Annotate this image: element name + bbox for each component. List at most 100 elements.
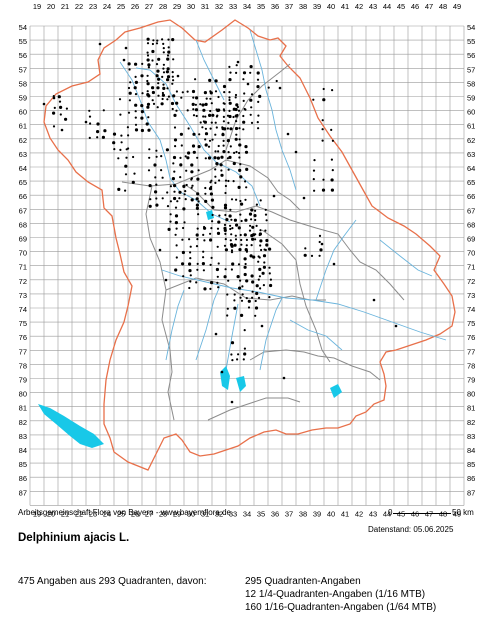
column-label-top: 38 xyxy=(299,2,307,11)
occurrence-dot xyxy=(240,219,243,223)
occurrence-dot xyxy=(247,306,251,309)
column-label-bottom: 42 xyxy=(355,509,363,518)
occurrence-dot xyxy=(227,121,230,124)
occurrence-dot xyxy=(211,138,214,141)
occurrence-dot xyxy=(174,214,179,218)
occurrence-dot xyxy=(192,150,196,154)
occurrence-dot xyxy=(215,267,219,272)
occurrence-dot xyxy=(239,175,243,179)
occurrence-dot xyxy=(245,297,248,300)
column-label-top: 46 xyxy=(411,2,419,11)
occurrence-dot xyxy=(250,121,254,124)
occurrence-dot xyxy=(184,198,187,201)
occurrence-dot xyxy=(218,214,221,217)
occurrence-dot xyxy=(236,60,240,64)
occurrence-dot xyxy=(140,110,144,114)
occurrence-dot xyxy=(265,243,269,247)
occurrence-dot xyxy=(252,255,256,259)
occurrence-dot xyxy=(245,167,249,171)
occurrence-dot xyxy=(96,136,99,139)
occurrence-dot xyxy=(235,71,238,74)
occurrence-dot xyxy=(268,272,271,275)
occurrence-dot xyxy=(195,96,199,100)
column-label-top: 22 xyxy=(75,2,83,11)
occurrence-dot xyxy=(175,227,178,230)
column-label-bottom: 24 xyxy=(103,509,111,518)
occurrence-dot xyxy=(318,254,321,257)
occurrence-dot xyxy=(249,254,253,258)
occurrence-dot xyxy=(154,190,158,194)
occurrence-dot xyxy=(174,145,177,148)
row-label-left: 59 xyxy=(19,94,27,103)
occurrence-dot xyxy=(141,92,144,95)
occurrence-dot xyxy=(228,91,231,94)
occurrence-dot xyxy=(238,138,241,141)
occurrence-dot xyxy=(184,190,187,193)
occurrence-dot xyxy=(238,248,242,252)
row-label-right: 83 xyxy=(467,432,475,441)
row-label-left: 83 xyxy=(19,432,27,441)
occurrence-dot xyxy=(191,184,194,187)
column-label-top: 25 xyxy=(117,2,125,11)
column-label-bottom: 34 xyxy=(243,509,251,518)
occurrence-dot xyxy=(215,108,218,111)
occurrence-dot xyxy=(162,47,165,50)
column-label-bottom: 38 xyxy=(299,509,307,518)
occurrence-dot xyxy=(171,71,174,74)
occurrence-dot xyxy=(195,281,198,284)
occurrence-dot xyxy=(172,58,175,61)
occurrence-dot xyxy=(227,179,230,183)
occurrence-dot xyxy=(255,291,259,296)
occurrence-dot xyxy=(155,149,158,152)
occurrence-dot xyxy=(255,284,259,288)
occurrence-dot xyxy=(173,113,177,117)
occurrence-dot xyxy=(242,120,246,124)
occurrence-dot xyxy=(112,132,117,136)
row-label-right: 79 xyxy=(467,376,475,385)
occurrence-dot xyxy=(241,285,244,288)
occurrence-dot xyxy=(282,376,286,380)
occurrence-dot xyxy=(162,86,166,90)
occurrence-dot xyxy=(294,150,298,154)
occurrence-dot xyxy=(229,127,232,130)
occurrence-dot xyxy=(157,94,160,97)
occurrence-dot xyxy=(234,137,238,141)
occurrence-dot xyxy=(195,233,199,237)
occurrence-dot xyxy=(119,113,122,116)
occurrence-dot xyxy=(241,293,244,296)
occurrence-dot xyxy=(228,109,231,112)
occurrence-dot xyxy=(254,218,257,222)
row-label-left: 56 xyxy=(19,51,27,60)
occurrence-dot xyxy=(304,247,307,250)
occurrence-dot xyxy=(204,115,207,118)
occurrence-dot xyxy=(173,126,177,129)
occurrence-dot xyxy=(195,203,199,207)
occurrence-dot xyxy=(153,163,157,167)
occurrence-dot xyxy=(245,244,248,247)
row-label-right: 82 xyxy=(467,418,475,427)
occurrence-dot xyxy=(204,127,207,130)
occurrence-dot xyxy=(240,299,244,302)
column-label-bottom: 43 xyxy=(369,509,377,518)
occurrence-dot xyxy=(146,102,151,106)
column-label-top: 41 xyxy=(341,2,349,11)
occurrence-dot xyxy=(256,71,260,75)
occurrence-dot xyxy=(179,132,183,136)
lakes xyxy=(38,210,342,448)
occurrence-dot xyxy=(174,233,177,236)
occurrence-dot xyxy=(209,238,213,242)
occurrence-dot xyxy=(196,227,199,230)
occurrence-dot xyxy=(189,257,192,260)
row-label-right: 62 xyxy=(467,136,475,145)
occurrence-dot xyxy=(226,139,230,143)
occurrence-dot xyxy=(217,144,220,148)
row-label-right: 78 xyxy=(467,361,475,370)
row-label-left: 61 xyxy=(19,122,27,131)
row-label-right: 75 xyxy=(467,319,475,328)
occurrence-dot xyxy=(320,242,324,246)
occurrence-dot xyxy=(230,249,234,252)
occurrence-dot xyxy=(243,107,246,111)
occurrence-dot xyxy=(208,78,212,82)
occurrence-dot xyxy=(195,245,199,248)
occurrence-dot xyxy=(372,298,376,302)
